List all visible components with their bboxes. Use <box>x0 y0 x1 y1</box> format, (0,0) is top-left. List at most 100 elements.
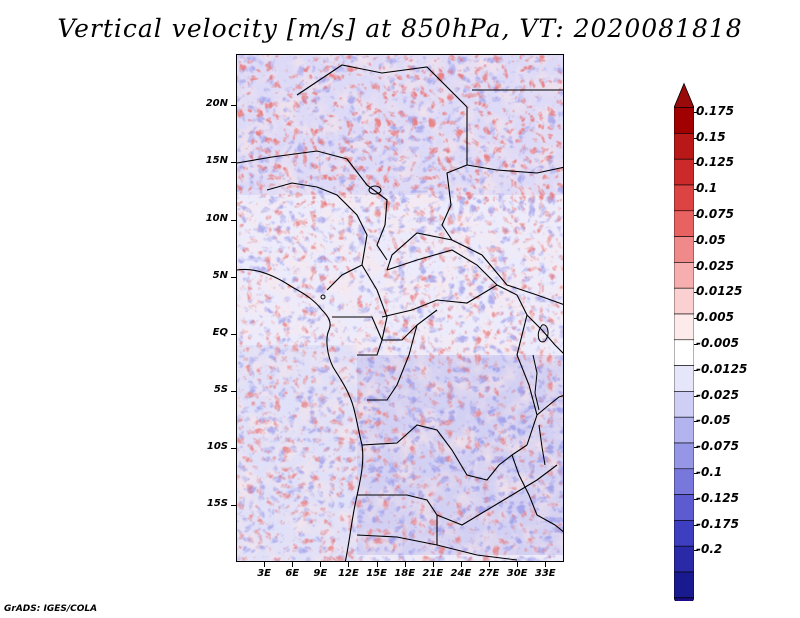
longitude-tick <box>545 562 547 567</box>
colorbar-tick <box>694 318 698 320</box>
colorbar-segment <box>674 158 694 186</box>
latitude-label: 5S <box>213 383 228 395</box>
latitude-label: 20N <box>205 98 228 110</box>
colorbar-segment <box>674 494 694 521</box>
colorbar-segment <box>674 236 694 263</box>
colorbar-tick <box>694 163 698 165</box>
longitude-tick <box>348 562 350 567</box>
longitude-label: 18E <box>394 568 416 579</box>
colorbar-label: 0.125 <box>696 155 734 170</box>
longitude-label: 6E <box>285 568 300 579</box>
colorbar-label: -0.075 <box>696 439 739 454</box>
latitude-tick <box>231 276 236 278</box>
colorbar-tick <box>694 421 698 423</box>
colorbar-segment <box>674 520 694 547</box>
colorbar-label: 0.005 <box>696 310 734 325</box>
colorbar-segment <box>674 416 694 444</box>
colorbar-tick <box>694 189 698 191</box>
colorbar-segment <box>674 468 694 495</box>
lakes <box>320 185 549 466</box>
vertical-velocity-field <box>237 55 563 561</box>
colorbar-label: 0.05 <box>696 232 726 247</box>
colorbar-segment <box>674 210 694 237</box>
colorbar-tick <box>694 137 698 139</box>
colorbar-segment <box>674 571 694 599</box>
colorbar-segment <box>674 339 694 366</box>
colorbar-segment <box>674 262 694 289</box>
colorbar-label: -0.025 <box>696 387 739 402</box>
colorbar-tick <box>694 473 698 474</box>
colorbar-segment <box>674 391 694 418</box>
colorbar-tick <box>694 240 698 242</box>
latitude-tick <box>231 162 236 164</box>
colorbar-label: -0.05 <box>696 413 731 428</box>
latitude-label: 10S <box>206 440 228 452</box>
latitude-label: 15N <box>205 155 228 167</box>
longitude-label: 33E <box>534 568 556 579</box>
colorbar-label: -0.175 <box>696 516 739 531</box>
grads-credit: GrADS: IGES/COLA <box>4 604 98 614</box>
longitude-label: 24E <box>450 568 472 579</box>
longitude-label: 12E <box>338 568 359 579</box>
colorbar-tick <box>694 111 698 113</box>
colorbar-tick <box>694 266 698 268</box>
latitude-tick <box>231 333 236 335</box>
colorbar-label: 0.15 <box>696 129 726 144</box>
latitude-tick <box>231 504 236 506</box>
colorbar-tick <box>694 447 698 449</box>
latitude-label: EQ <box>212 326 228 338</box>
longitude-label: 27E <box>478 568 500 579</box>
colorbar-segment <box>674 313 694 341</box>
longitude-tick <box>292 562 294 567</box>
colorbar <box>674 82 694 602</box>
latitude-tick <box>231 447 236 449</box>
longitude-label: 9E <box>313 568 328 579</box>
colorbar-tick <box>694 344 698 345</box>
colorbar-tick <box>694 550 698 552</box>
colorbar-tick <box>694 215 698 216</box>
colorbar-label: -0.0125 <box>696 361 748 376</box>
map-title: Vertical velocity [m/s] at 850hPa, VT: 2… <box>57 14 743 43</box>
longitude-tick <box>264 562 266 567</box>
colorbar-tick <box>694 395 698 397</box>
longitude-label: 21E <box>422 568 444 579</box>
colorbar-label: 0.0125 <box>696 284 743 299</box>
longitude-tick <box>517 562 519 567</box>
longitude-tick <box>432 562 434 567</box>
colorbar-label: -0.125 <box>696 490 739 505</box>
colorbar-segment <box>674 545 694 573</box>
colorbar-tick <box>694 524 698 526</box>
colorbar-segment <box>674 133 694 160</box>
colorbar-tick <box>694 292 698 294</box>
latitude-tick <box>231 390 236 392</box>
longitude-tick <box>404 562 406 567</box>
colorbar-segment <box>674 184 694 212</box>
colorbar-label: -0.2 <box>696 542 723 557</box>
colorbar-segment <box>674 107 694 134</box>
colorbar-label: 0.075 <box>696 207 734 221</box>
longitude-tick <box>489 562 491 567</box>
colorbar-tick <box>694 498 698 500</box>
colorbar-tick <box>694 369 698 371</box>
colorbar-bottom-arrow <box>674 597 694 602</box>
latitude-label: 15S <box>206 497 228 509</box>
longitude-label: 30E <box>506 568 528 579</box>
colorbar-segment <box>674 442 694 470</box>
latitude-label: 10N <box>205 212 228 224</box>
latitude-label: 5N <box>212 269 228 281</box>
latitude-tick <box>231 105 236 107</box>
colorbar-label: 0.175 <box>696 103 734 118</box>
colorbar-segment <box>674 365 694 392</box>
colorbar-label: 0.025 <box>696 258 734 273</box>
longitude-label: 15E <box>366 568 387 579</box>
colorbar-label: -0.005 <box>696 336 739 350</box>
colorbar-segment <box>674 287 694 315</box>
colorbar-label: 0.1 <box>696 181 718 196</box>
longitude-label: 3E <box>257 568 271 579</box>
map-panel <box>236 54 564 562</box>
longitude-tick <box>320 562 322 567</box>
latitude-tick <box>231 219 236 221</box>
coastline-borders <box>237 64 563 561</box>
longitude-tick <box>376 562 378 567</box>
colorbar-top-arrow <box>674 82 694 108</box>
